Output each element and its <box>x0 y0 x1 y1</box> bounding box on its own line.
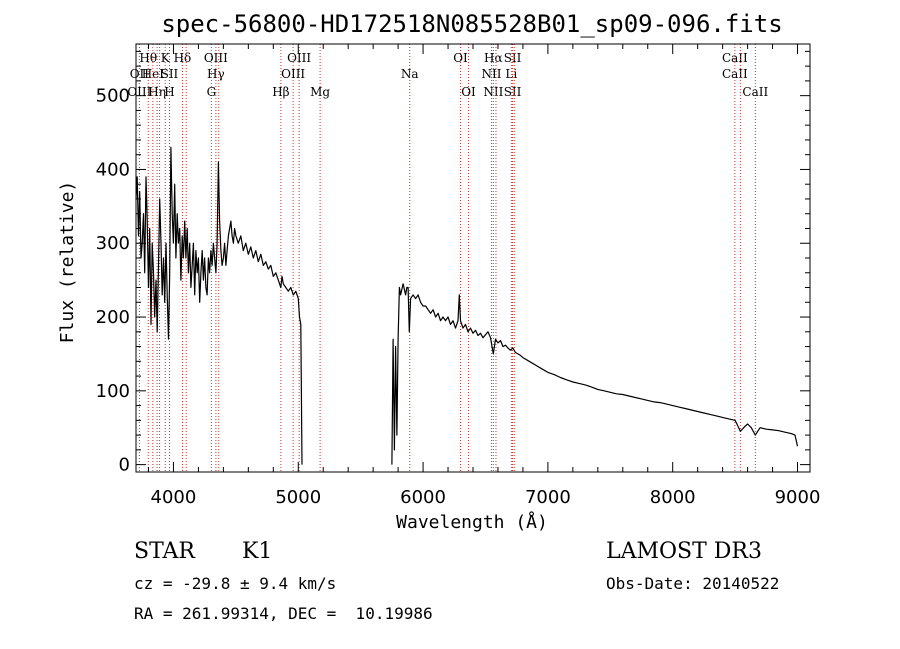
line-label: Hγ <box>207 67 225 81</box>
redshift-cz: cz = -29.8 ± 9.4 km/s <box>134 574 337 593</box>
line-label: OII <box>130 67 150 81</box>
line-label: Hθ <box>139 51 157 65</box>
line-label: HeI <box>142 67 165 81</box>
line-label: CaII <box>742 85 768 99</box>
flux-series <box>135 146 799 465</box>
line-label: SII <box>504 85 522 99</box>
y-tick-label: 200 <box>96 307 130 328</box>
line-label: Na <box>401 67 419 81</box>
object-subclass: K1 <box>242 539 273 564</box>
x-axis-label: Wavelength (Å) <box>396 511 548 533</box>
y-tick-label: 500 <box>96 86 130 107</box>
x-tick-label: 7000 <box>525 487 571 508</box>
line-label: H <box>164 85 174 99</box>
line-label: Hδ <box>174 51 192 65</box>
line-label: Mg <box>310 85 330 99</box>
y-tick-label: 0 <box>119 455 130 476</box>
line-label: G <box>207 85 217 99</box>
line-label: Li <box>505 67 517 81</box>
x-tick-label: 5000 <box>275 487 321 508</box>
x-tick-label: 4000 <box>151 487 197 508</box>
line-label: NII <box>483 85 503 99</box>
line-label: OIII <box>287 51 311 65</box>
line-label: CaII <box>722 67 748 81</box>
obs-date: Obs-Date: 20140522 <box>606 574 780 593</box>
y-tick-label: 400 <box>96 159 130 180</box>
object-class: STAR <box>134 539 195 564</box>
line-label: SII <box>504 51 522 65</box>
y-tick-label: 300 <box>96 233 130 254</box>
x-tick-label: 6000 <box>400 487 446 508</box>
survey-name: LAMOST DR3 <box>606 539 762 564</box>
plot-frame <box>135 43 811 473</box>
line-label: CaII <box>722 51 748 65</box>
line-label: OIII <box>204 51 228 65</box>
y-axis-label: Flux (relative) <box>57 181 78 344</box>
y-tick-label: 100 <box>96 381 130 402</box>
line-label: OI <box>453 51 468 65</box>
line-label: Hα <box>484 51 503 65</box>
x-tick-label: 9000 <box>775 487 821 508</box>
axis-ticks: 4000 5000 6000 7000 8000 9000 0 100 200 300 400 500 <box>96 44 821 508</box>
flux-segment-1 <box>391 283 799 465</box>
line-label: Hβ <box>272 85 289 99</box>
line-label: OI <box>461 85 476 99</box>
flux-segment-0 <box>135 146 303 465</box>
line-label: SII <box>161 67 179 81</box>
line-label: NII <box>481 67 501 81</box>
chart-title: spec-56800-HD172518N085528B01_sp09-096.f… <box>161 10 782 38</box>
x-tick-label: 8000 <box>650 487 696 508</box>
line-label: OIII <box>281 67 305 81</box>
line-label: Hη <box>148 85 166 99</box>
line-label: K <box>161 51 171 65</box>
coordinates: RA = 261.99314, DEC = 10.19986 <box>134 604 433 623</box>
